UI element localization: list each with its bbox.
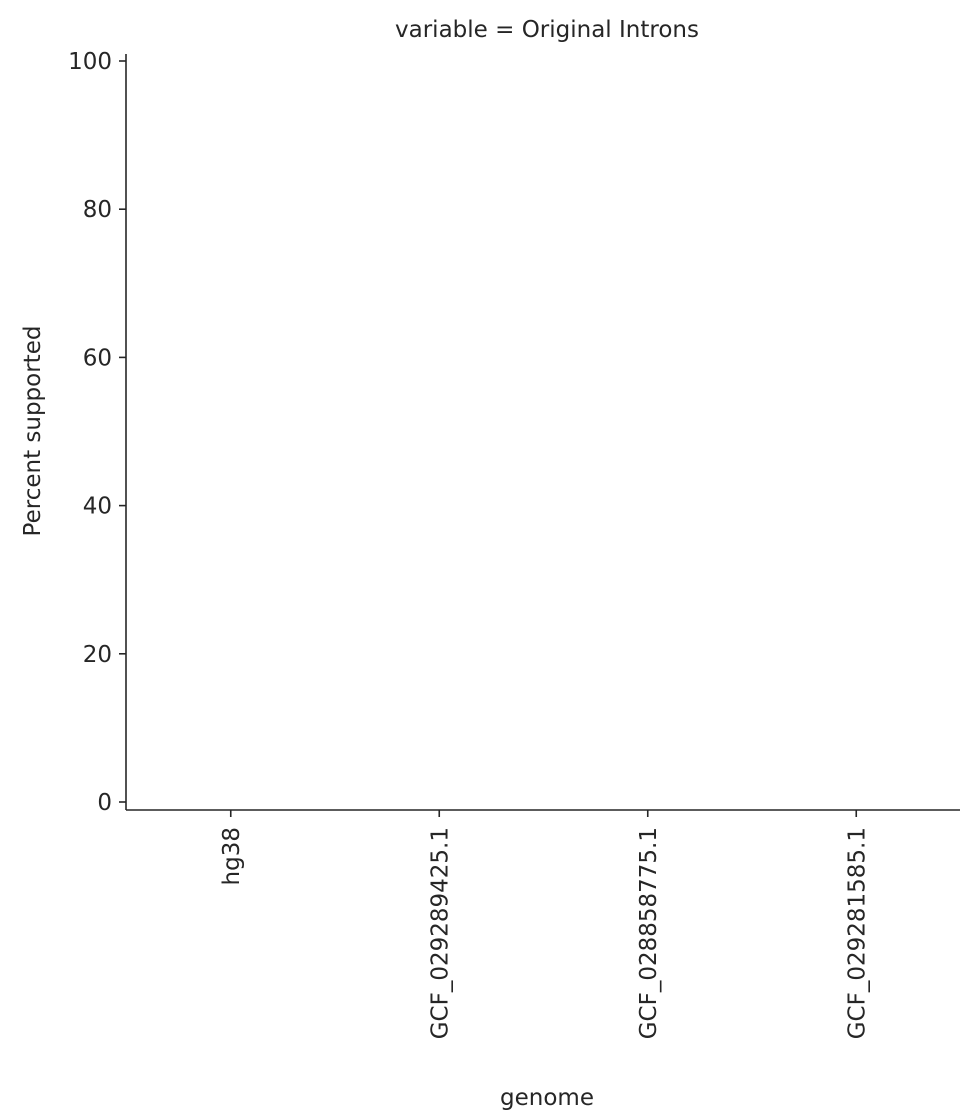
y-tick-label: 100	[68, 49, 112, 75]
y-tick-label: 60	[83, 345, 112, 371]
x-tick-label: GCF_028858775.1	[636, 827, 662, 1039]
y-tick-label: 20	[83, 642, 112, 668]
y-axis-ticks: 0 20 40 60 80 100	[68, 49, 126, 816]
x-axis-ticks: hg38 GCF_029289425.1 GCF_028858775.1 GCF_02…	[219, 810, 870, 1039]
y-tick-label: 0	[97, 790, 112, 816]
y-tick-label: 40	[83, 494, 112, 520]
chart-title: variable = Original Introns	[395, 17, 699, 43]
y-tick-label: 80	[83, 197, 112, 223]
x-tick-label: GCF_029281585.1	[844, 827, 870, 1039]
x-tick-label: GCF_029289425.1	[427, 827, 453, 1039]
y-axis-title: Percent supported	[20, 326, 46, 537]
x-tick-label: hg38	[219, 827, 245, 885]
x-axis-title: genome	[500, 1085, 594, 1111]
